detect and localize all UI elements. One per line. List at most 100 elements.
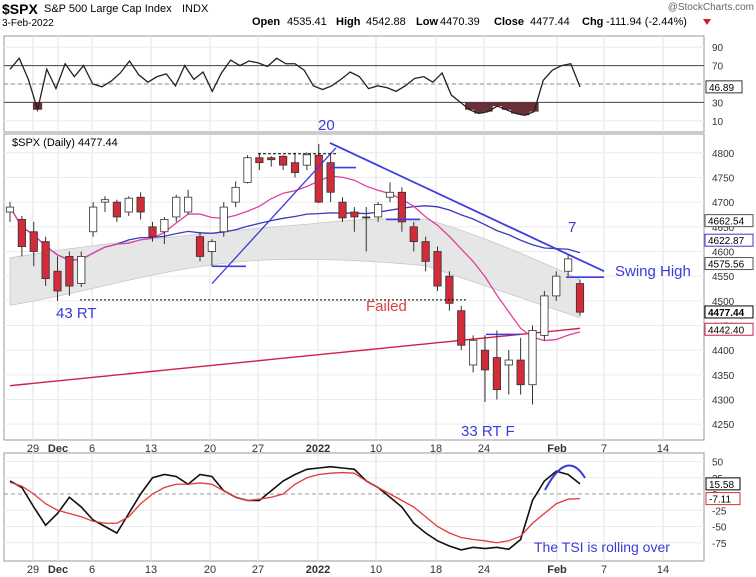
x-tick-label-bottom: 13 [145, 564, 157, 576]
volatility-band [9, 218, 581, 319]
candle-body [53, 270, 62, 292]
x-tick-label-bottom: 14 [657, 564, 669, 576]
bottom-y-tick-label: -50 [712, 523, 727, 534]
x-tick-label-bottom: 6 [89, 564, 95, 576]
bottom-axis-tag [705, 492, 741, 506]
top-y-tick-label: 90 [712, 43, 724, 54]
change-value: -111.94 (-2.44%) [606, 16, 687, 28]
x-tick-label-bottom: Dec [48, 564, 68, 576]
price-y-tick-label: 4650 [712, 223, 735, 234]
low-value: 4470.39 [440, 16, 480, 28]
price-y-tick-label: 4500 [712, 297, 735, 308]
top-value-tag [705, 80, 743, 94]
tsi-annotation: The TSI is rolling over [534, 539, 670, 555]
price-y-tick-label: 4350 [712, 371, 735, 382]
top-y-tick-label: 30 [712, 98, 724, 109]
bottom-indicator-plot [9, 464, 586, 551]
high-label: High [336, 16, 361, 28]
open-label: Open [252, 16, 280, 28]
x-tick-label-price: 6 [89, 443, 95, 455]
x-tick-label-price: 29 [27, 443, 39, 455]
price-y-tick-label: 4600 [712, 247, 735, 258]
candle-body [5, 206, 15, 213]
candle-body [504, 359, 513, 366]
bottom-axis-tag-text: 15.58 [709, 480, 734, 491]
candle-body [195, 236, 205, 257]
x-tick-label-price: 27 [252, 443, 264, 455]
candle-body [148, 226, 157, 238]
bottom-axis-tag [705, 477, 741, 491]
chart-date: 3-Feb-2022 [2, 18, 54, 29]
ascending-trendline [211, 147, 337, 284]
x-tick-label-bottom: 2022 [306, 564, 330, 576]
candle-body [445, 275, 454, 304]
label-33-rt-f: 33 RT F [461, 423, 515, 440]
price-y-tick-label: 4550 [712, 272, 735, 283]
candle-body [231, 186, 240, 203]
x-tick-label-price: Feb [547, 443, 567, 455]
low-label: Low [416, 16, 438, 28]
x-tick-label-bottom: 20 [204, 564, 216, 576]
x-tick-label-bottom: 24 [478, 564, 490, 576]
label-7: 7 [568, 219, 576, 236]
candle-body [374, 204, 383, 218]
candle-body [338, 201, 347, 219]
x-tick-label-price: 10 [370, 443, 382, 455]
candle-body [184, 196, 193, 213]
exchange: INDX [182, 3, 209, 15]
price-axis-tag [704, 257, 754, 271]
candle-body [17, 219, 26, 247]
axis-labels: 29 29 Dec Dec 6 6 13 13 20 20 27 27 2022 2022 10 10 18 18… [27, 43, 754, 576]
candle-body [516, 359, 525, 386]
x-tick-label-bottom: 18 [430, 564, 442, 576]
x-tick-label-price: 7 [601, 443, 607, 455]
price-axis-tag [704, 322, 754, 336]
candle-body [219, 206, 228, 233]
price-y-tick-label: 4700 [712, 198, 735, 209]
candle-body [469, 339, 478, 366]
x-tick-label-price: 18 [430, 443, 442, 455]
price-axis-tag-text: 4442.40 [708, 325, 745, 336]
candle-body [160, 219, 169, 233]
price-panel [3, 133, 705, 441]
candle-body [528, 330, 537, 386]
price-y-tick-label: 4300 [712, 396, 735, 407]
candle-body [564, 258, 573, 272]
price-axis-tag [704, 305, 754, 319]
price-plot [5, 142, 605, 405]
price-legend: $SPX (Daily) 4477.44 [12, 137, 118, 149]
top-y-tick-label: 10 [712, 117, 724, 128]
tsi-line [9, 465, 581, 551]
candle-body [255, 157, 264, 164]
chart-header: $SPX S&P 500 Large Cap Index INDX 3-Feb-… [2, 1, 754, 29]
bottom-y-tick-label: 50 [712, 458, 724, 469]
bottom-y-tick-label: -75 [712, 539, 727, 550]
index-name: S&P 500 Large Cap Index [44, 3, 172, 15]
top-y-tick-label: 70 [712, 62, 724, 73]
candle-body [136, 196, 145, 213]
bottom-y-tick-label: -25 [712, 506, 727, 517]
x-tick-label-bottom: Feb [547, 564, 567, 576]
candle-body [267, 157, 276, 161]
price-axis-tag-text: 4662.54 [708, 217, 745, 228]
candle-body [124, 197, 133, 213]
price-y-tick-label: 4750 [712, 173, 735, 184]
candle-body [290, 162, 300, 173]
change-label: Chg [582, 16, 603, 28]
candle-body [112, 201, 121, 218]
x-tick-label-price: 20 [204, 443, 216, 455]
candle-body [314, 154, 323, 203]
candle-body [41, 241, 50, 280]
symbol: $SPX [2, 1, 38, 17]
down-arrow-icon [703, 19, 711, 25]
candle-body [29, 231, 38, 252]
annotations: 20 7 43 RT Failed Swing High 33 RT F The… [12, 117, 691, 555]
label-43-rt: 43 RT [56, 305, 97, 322]
candle-body [492, 357, 501, 391]
top-value-tag-text: 46.89 [709, 83, 734, 94]
candle-body [397, 191, 406, 223]
candle-body [552, 275, 561, 297]
candle-body [207, 241, 216, 252]
label-failed: Failed [366, 298, 407, 315]
oversold-fill [32, 102, 539, 116]
